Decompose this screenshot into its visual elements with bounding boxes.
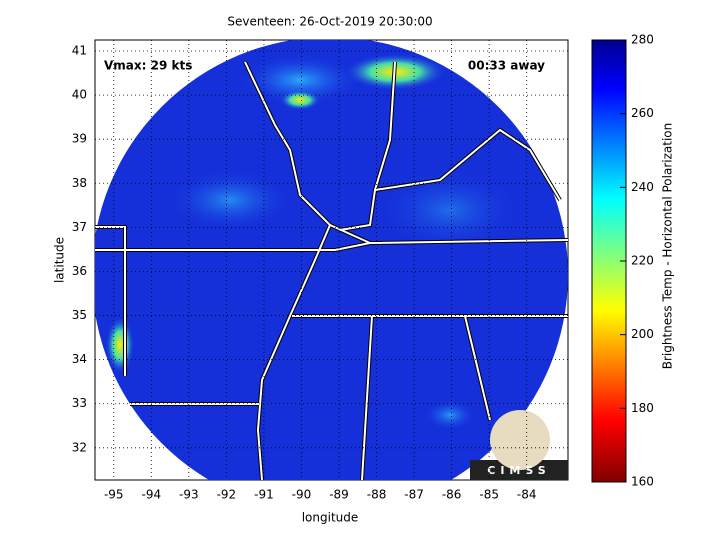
x-tick-label: -93 [179,488,199,502]
colorbar-label: Brightness Temp - Horizontal Polarizatio… [661,123,675,370]
x-tick-label: -89 [329,488,349,502]
x-tick-label: -88 [367,488,387,502]
colorbar-tick-label: 180 [631,401,654,415]
colorbar-tick-label: 240 [631,180,654,194]
logo: CIMSS [470,410,568,480]
x-tick-label: -94 [142,488,162,502]
time-label: 00:33 away [468,59,545,73]
y-tick-label: 37 [72,220,87,234]
y-tick-label: 40 [72,88,87,102]
x-tick-label: -85 [479,488,499,502]
vmax-label: Vmax: 29 kts [104,59,192,73]
x-tick-label: -95 [104,488,124,502]
x-tick-label: -86 [442,488,462,502]
swath [95,40,568,480]
title: Seventeen: 26-Oct-2019 20:30:00 [227,15,432,29]
colorbar-tick-label: 280 [631,33,654,47]
y-tick-label: 32 [72,440,87,454]
x-tick-label: -87 [404,488,424,502]
colorbar-tick-label: 220 [631,254,654,268]
colorbar-tick-label: 160 [631,475,654,489]
colorbar-tick-label: 200 [631,327,654,341]
x-tick-label: -84 [517,488,537,502]
image [95,40,568,480]
y-axis-label: latitude [53,237,67,283]
x-tick-label: -91 [254,488,274,502]
y-tick-label: 38 [72,176,87,190]
x-tick-label: -90 [292,488,312,502]
colorbar-tick-label: 260 [631,106,654,120]
x-axis-label: longitude [302,511,359,525]
y-tick-label: 39 [72,132,87,146]
logo-text: CIMSS [487,464,550,477]
y-tick-label: 35 [72,308,87,322]
x-tick-label: -92 [217,488,237,502]
y-tick-label: 41 [72,44,87,58]
y-tick-label: 33 [72,396,87,410]
y-tick-label: 36 [72,264,87,278]
y-tick-label: 34 [72,352,87,366]
